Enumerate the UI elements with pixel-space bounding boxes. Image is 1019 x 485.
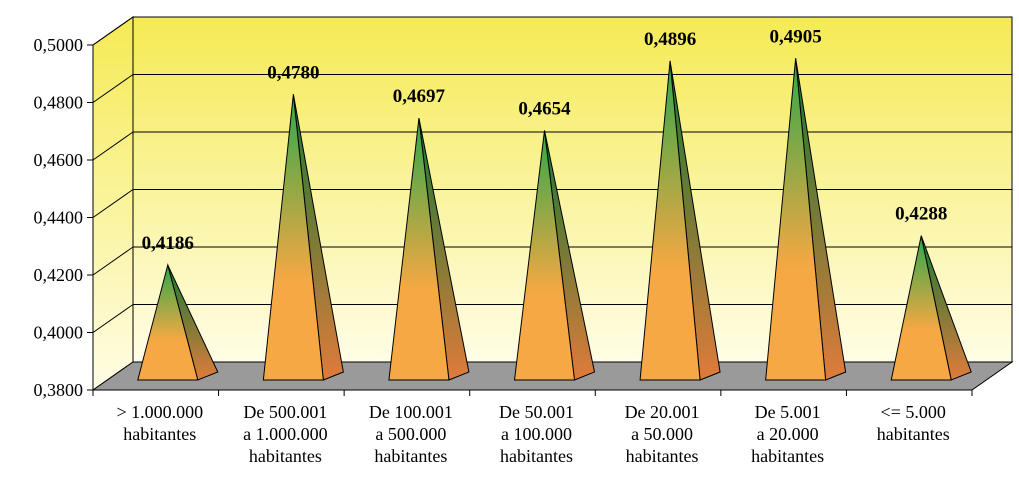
y-tick-label: 0,3800 <box>34 380 84 400</box>
x-tick-label: De 100.001 a 500.000 habitantes <box>369 402 453 466</box>
y-tick-label: 0,4600 <box>34 150 84 170</box>
y-tick-label: 0,4000 <box>34 323 84 343</box>
pyramid-bar <box>513 130 576 381</box>
data-label: 0,4780 <box>267 62 319 83</box>
x-tick-label: De 500.001 a 1.000.000 habitantes <box>243 402 328 466</box>
gridline-side <box>92 304 134 333</box>
y-tick-label: 0,4200 <box>34 265 84 285</box>
x-tick-label: De 20.001 a 50.000 habitantes <box>625 402 700 466</box>
data-label: 0,4186 <box>142 233 194 254</box>
gridline-side <box>92 74 134 103</box>
x-tick-label: De 5.001 a 20.000 habitantes <box>751 402 824 466</box>
y-tick-label: 0,4800 <box>34 93 84 113</box>
data-label: 0,4697 <box>393 86 446 107</box>
data-label: 0,4288 <box>895 204 947 225</box>
pyramid-bar <box>890 235 952 381</box>
data-label: 0,4905 <box>770 26 822 47</box>
gridline-side <box>92 246 134 276</box>
gridline-side <box>92 16 134 46</box>
data-label: 0,4896 <box>644 29 696 50</box>
y-tick-label: 0,5000 <box>34 35 84 55</box>
y-tick-label: 0,4400 <box>34 208 84 228</box>
pyramid-bar <box>388 118 450 381</box>
x-tick-label: > 1.000.000 habitantes <box>116 402 203 444</box>
x-axis: > 1.000.000 habitantes De 500.001 a 1.000.0… <box>92 390 973 466</box>
data-label: 0,4654 <box>518 98 571 119</box>
x-tick-label: De 50.001 a 100.000 habitantes <box>499 402 574 466</box>
pyramid-bar <box>639 60 701 381</box>
gridline-side <box>92 189 134 218</box>
x-tick-label: <= 5.000 habitantes <box>877 402 950 444</box>
pyramid-bar <box>765 58 827 381</box>
y-axis: 0,3800 0,4000 0,4200 0,4400 0,4600 0,4800 0,50… <box>34 35 94 400</box>
pyramid-bar <box>137 263 199 381</box>
gridline-side <box>92 131 134 161</box>
pyramid-bar <box>262 94 324 381</box>
pyramid-series <box>137 58 972 381</box>
data-labels: 0,4186 0,4780 0,4697 0,4654 0,4896 0,4905 0,42… <box>142 26 948 254</box>
